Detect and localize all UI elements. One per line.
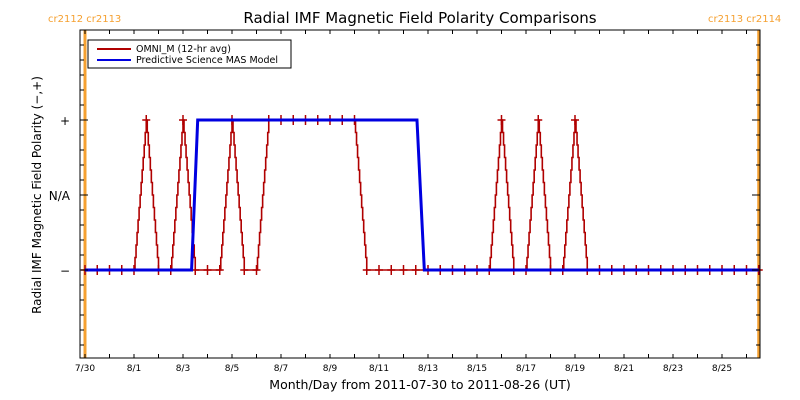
carrington-label-right: cr2113 cr2114	[708, 14, 781, 25]
omni-data-point	[497, 115, 506, 125]
y-tick-label: −	[60, 264, 70, 278]
y-tick-label: N/A	[49, 189, 71, 203]
legend-label-omni: OMNI_M (12-hr avg)	[136, 44, 231, 55]
x-tick-label: 8/15	[467, 364, 487, 374]
omni-data-point	[252, 265, 261, 275]
y-axis-label: Radial IMF Magnetic Field Polarity (−,+)	[30, 76, 44, 314]
series-line-mas	[85, 118, 759, 272]
plot-series	[81, 115, 763, 275]
x-tick-label: 8/25	[712, 364, 732, 374]
x-tick-label: 8/7	[274, 364, 288, 374]
x-tick-label: 8/1	[127, 364, 141, 374]
omni-data-point	[571, 115, 579, 125]
y-tick-label: +	[60, 114, 70, 128]
x-tick-label: 8/21	[614, 364, 634, 374]
x-tick-label: 8/13	[418, 364, 438, 374]
x-tick-label: 8/9	[323, 364, 338, 374]
carrington-lines	[83, 30, 761, 358]
x-tick-label: 8/19	[565, 364, 585, 374]
omni-data-point	[203, 265, 212, 275]
x-tick-labels: 7/30 8/1 8/3 8/5 8/7 8/9 8/11 8/13 8/15 8/17 8/19 8…	[75, 364, 732, 374]
x-tick-label: 8/23	[663, 364, 683, 374]
omni-data-point	[362, 265, 371, 275]
legend-label-mas: Predictive Science MAS Model	[136, 55, 278, 66]
omni-data-point	[375, 265, 383, 275]
y-tick-labels: + N/A −	[49, 114, 71, 278]
omni-data-point	[240, 265, 249, 275]
x-tick-label: 8/3	[176, 364, 190, 374]
omni-data-point	[399, 265, 408, 275]
omni-data-point	[387, 265, 396, 275]
x-tick-label: 8/11	[369, 364, 389, 374]
plot-frame	[79, 29, 761, 359]
x-tick-label: 8/17	[516, 364, 536, 374]
x-tick-label: 7/30	[75, 364, 95, 374]
omni-data-point	[411, 265, 420, 275]
legend-box	[87, 39, 292, 69]
x-tick-label: 8/5	[225, 364, 239, 374]
axis-ticks	[80, 29, 760, 358]
omni-data-point	[215, 265, 224, 275]
legend: OMNI_M (12-hr avg) Predictive Science MA…	[87, 39, 292, 69]
x-axis-label: Month/Day from 2011-07-30 to 2011-08-26 …	[269, 377, 570, 392]
omni-data-point	[179, 115, 187, 125]
chart-title: Radial IMF Magnetic Field Polarity Compa…	[243, 9, 596, 27]
omni-data-point	[142, 115, 151, 125]
carrington-label-left: cr2112 cr2113	[48, 14, 121, 25]
omni-data-point	[534, 115, 543, 125]
